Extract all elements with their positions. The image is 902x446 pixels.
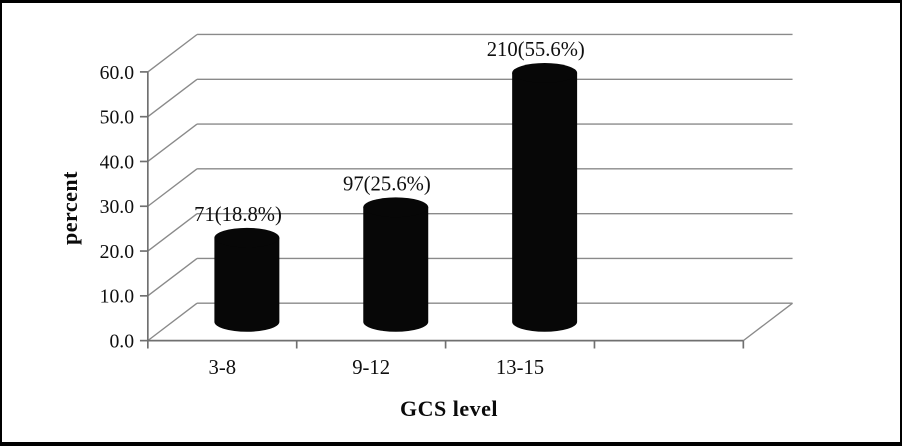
gridline-diagonal [147, 302, 198, 342]
data-label: 210(55.6%) [487, 39, 585, 61]
bar-cylinder-top [214, 227, 280, 248]
bar-cylinder-body [214, 237, 280, 332]
y-axis-title: percent [57, 171, 82, 245]
gridline-diagonal [147, 168, 198, 207]
data-label: 97(25.6%) [343, 174, 431, 196]
gridline-diagonal [147, 213, 198, 252]
chart-canvas: 0.0 10.0 20.0 30.0 40.0 50.0 60.0 3-8 9-12 13-15 7… [100, 33, 793, 379]
bar-cylinder-top [363, 197, 429, 218]
y-tick-label: 0.0 [109, 331, 134, 353]
floor-right-edge [742, 302, 793, 342]
x-tick-label: 3-8 [208, 357, 236, 379]
gridline-diagonal [147, 33, 198, 73]
bar-cylinder-body [512, 72, 578, 332]
gridline-diagonal [147, 78, 198, 118]
y-tick-label: 30.0 [100, 196, 135, 218]
x-axis-title: GCS level [400, 396, 498, 421]
x-tick-label: 9-12 [352, 357, 390, 379]
bar-cylinder-body [363, 207, 429, 332]
y-tick-label: 40.0 [100, 151, 135, 173]
y-tick-label: 50.0 [100, 107, 135, 129]
x-tick-label: 13-15 [496, 357, 544, 379]
data-label: 71(18.8%) [194, 204, 282, 226]
bar-cylinder-top [512, 63, 578, 83]
y-tick-label: 60.0 [100, 62, 135, 84]
y-tick-label: 10.0 [100, 286, 135, 308]
y-tick-label: 20.0 [100, 241, 135, 263]
gridline-diagonal [147, 257, 198, 297]
gridline-diagonal [147, 123, 198, 163]
